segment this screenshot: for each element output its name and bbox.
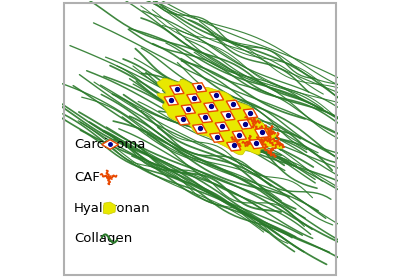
Text: Collagen: Collagen <box>74 232 132 245</box>
Polygon shape <box>255 128 269 138</box>
Polygon shape <box>209 91 224 101</box>
Polygon shape <box>102 140 118 149</box>
Polygon shape <box>227 142 241 151</box>
Polygon shape <box>243 109 258 118</box>
Polygon shape <box>181 105 196 114</box>
Polygon shape <box>198 113 212 123</box>
Text: Hyaluronan: Hyaluronan <box>74 202 151 215</box>
Polygon shape <box>192 124 207 134</box>
Polygon shape <box>221 111 235 120</box>
Polygon shape <box>187 94 201 103</box>
Text: CAF: CAF <box>74 171 100 184</box>
Polygon shape <box>204 102 218 112</box>
Polygon shape <box>210 133 224 142</box>
Polygon shape <box>157 78 283 155</box>
Polygon shape <box>238 120 252 129</box>
Polygon shape <box>215 122 230 131</box>
Polygon shape <box>170 85 184 95</box>
Polygon shape <box>176 116 190 125</box>
Polygon shape <box>164 96 178 105</box>
Text: Carcinoma: Carcinoma <box>74 138 146 151</box>
Polygon shape <box>232 131 246 140</box>
Polygon shape <box>103 202 116 214</box>
Polygon shape <box>226 100 240 110</box>
Polygon shape <box>249 139 264 149</box>
Polygon shape <box>192 83 206 92</box>
